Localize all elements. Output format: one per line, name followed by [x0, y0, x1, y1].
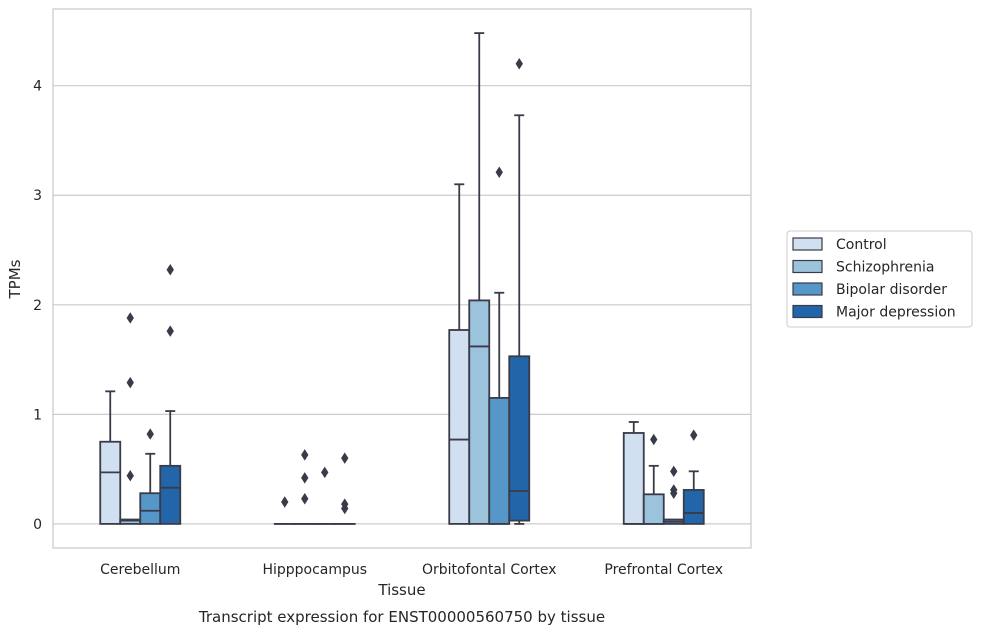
- legend-swatch: [792, 304, 823, 319]
- x-tick-label: Prefrontal Cortex: [604, 562, 723, 578]
- outlier-point: [126, 312, 134, 324]
- legend-swatch: [792, 259, 823, 274]
- outlier-point: [166, 325, 174, 337]
- chart-caption: Transcript expression for ENST0000056075…: [198, 608, 605, 626]
- legend-label: Control: [836, 237, 887, 253]
- box-body: [622, 432, 645, 525]
- box-major-depression: [159, 263, 182, 525]
- y-tick-label: 1: [33, 407, 42, 423]
- box-body: [682, 489, 705, 525]
- outlier-point: [166, 263, 174, 276]
- outlier-point: [690, 429, 698, 441]
- box-body: [99, 440, 122, 525]
- outlier-point: [650, 433, 658, 446]
- box-body: [468, 299, 491, 525]
- legend-swatch: [792, 237, 823, 251]
- box-bipolar-disorder: [313, 466, 336, 525]
- box-body: [508, 355, 531, 522]
- outlier-point: [281, 496, 289, 508]
- box-major-depression: [333, 452, 356, 525]
- outlier-point: [495, 166, 503, 178]
- box-bipolar-disorder: [662, 465, 685, 525]
- outlier-point: [126, 469, 134, 482]
- plot-area: [99, 32, 705, 525]
- box-body: [159, 464, 182, 525]
- box-schizophrenia: [468, 32, 491, 525]
- y-axis-title: TPMs: [6, 259, 24, 299]
- x-tick-labels: Cerebellum Hipppocampus Orbitofontal Corte…: [100, 562, 723, 578]
- box-body: [488, 397, 511, 525]
- box-major-depression: [508, 58, 531, 525]
- legend-label: Bipolar disorder: [836, 282, 947, 298]
- outlier-point: [341, 452, 349, 464]
- outlier-point: [146, 428, 154, 440]
- y-tick-label: 3: [33, 188, 42, 204]
- outlier-point: [301, 472, 309, 484]
- box-schizophrenia: [293, 449, 316, 525]
- x-tick-label: Orbitofontal Cortex: [422, 562, 557, 578]
- outlier-point: [341, 498, 349, 510]
- legend: Control Schizophrenia Bipolar disorder Majo…: [786, 230, 973, 328]
- box-schizophrenia: [642, 433, 665, 525]
- legend-label: Schizophrenia: [836, 260, 934, 276]
- box-body: [139, 492, 162, 525]
- outlier-point: [515, 58, 523, 70]
- y-tick-label: 2: [33, 298, 42, 314]
- outlier-point: [670, 465, 678, 478]
- x-axis-title: Tissue: [377, 581, 425, 599]
- box-body: [448, 329, 471, 525]
- x-tick-label: Cerebellum: [100, 562, 180, 578]
- box-bipolar-disorder: [488, 166, 511, 525]
- outlier-point: [321, 466, 329, 479]
- outlier-point: [670, 484, 678, 496]
- plot-frame: [52, 8, 752, 549]
- box-control: [622, 421, 645, 525]
- x-tick-label: Hipppocampus: [262, 562, 367, 578]
- legend-label: Major depression: [836, 305, 956, 321]
- box-control: [99, 390, 122, 525]
- y-tick-label: 4: [33, 79, 42, 95]
- box-body: [642, 493, 665, 525]
- y-tick-labels: 0 1 2 3 4: [33, 79, 42, 533]
- box-control: [273, 496, 296, 525]
- box-major-depression: [682, 429, 705, 525]
- legend-frame: [786, 230, 973, 328]
- y-tick-label: 0: [33, 517, 42, 533]
- legend-swatch: [792, 282, 823, 296]
- box-schizophrenia: [119, 312, 142, 525]
- outlier-point: [301, 449, 309, 461]
- outlier-point: [126, 376, 134, 389]
- box-bipolar-disorder: [139, 428, 162, 525]
- box-control: [448, 183, 471, 525]
- gridlines: [53, 85, 751, 525]
- outlier-point: [301, 492, 309, 505]
